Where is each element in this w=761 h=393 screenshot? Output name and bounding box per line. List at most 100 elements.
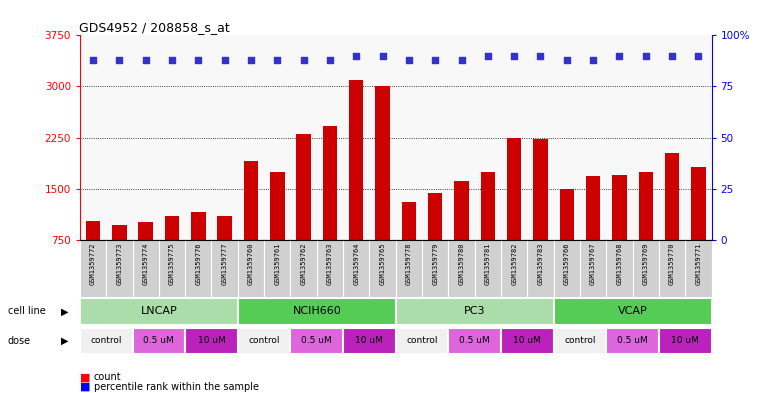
- Text: control: control: [564, 336, 596, 345]
- Text: GSM1359765: GSM1359765: [380, 242, 386, 285]
- Text: control: control: [406, 336, 438, 345]
- Point: [166, 57, 178, 63]
- Text: GSM1359774: GSM1359774: [143, 242, 148, 285]
- Bar: [402, 202, 416, 240]
- Point: [350, 53, 362, 59]
- Point: [561, 57, 573, 63]
- Text: PC3: PC3: [464, 307, 486, 316]
- Bar: [323, 126, 337, 240]
- Bar: [501, 328, 554, 354]
- Text: GSM1359773: GSM1359773: [116, 242, 123, 285]
- Bar: [86, 221, 100, 240]
- Text: NCIH660: NCIH660: [292, 307, 341, 316]
- Bar: [448, 328, 501, 354]
- Bar: [185, 328, 237, 354]
- Text: GSM1359770: GSM1359770: [669, 242, 675, 285]
- Text: count: count: [94, 372, 121, 382]
- Point: [113, 57, 126, 63]
- Point: [640, 53, 652, 59]
- Text: VCAP: VCAP: [618, 307, 648, 316]
- Text: GSM1359760: GSM1359760: [248, 242, 254, 285]
- Bar: [80, 328, 132, 354]
- Text: cell line: cell line: [8, 307, 46, 316]
- Point: [139, 57, 151, 63]
- Text: GSM1359768: GSM1359768: [616, 242, 622, 285]
- Bar: [375, 86, 390, 240]
- Point: [218, 57, 231, 63]
- Bar: [607, 328, 659, 354]
- Text: GSM1359778: GSM1359778: [406, 242, 412, 285]
- Text: GSM1359782: GSM1359782: [511, 242, 517, 285]
- Text: 10 uM: 10 uM: [355, 336, 384, 345]
- Point: [324, 57, 336, 63]
- Text: GSM1359767: GSM1359767: [590, 242, 596, 285]
- Bar: [396, 328, 448, 354]
- Text: 10 uM: 10 uM: [671, 336, 699, 345]
- Point: [534, 53, 546, 59]
- Bar: [291, 328, 343, 354]
- Bar: [296, 134, 310, 240]
- Point: [587, 57, 599, 63]
- Bar: [237, 298, 396, 325]
- Point: [482, 53, 494, 59]
- Point: [508, 53, 521, 59]
- Text: GSM1359761: GSM1359761: [274, 242, 280, 285]
- Text: GSM1359779: GSM1359779: [432, 242, 438, 285]
- Bar: [612, 175, 626, 240]
- Text: GSM1359772: GSM1359772: [90, 242, 96, 285]
- Text: 0.5 uM: 0.5 uM: [144, 336, 174, 345]
- Bar: [218, 216, 232, 240]
- Bar: [554, 298, 712, 325]
- Text: percentile rank within the sample: percentile rank within the sample: [94, 382, 259, 392]
- Bar: [270, 172, 285, 240]
- Bar: [349, 80, 364, 240]
- Text: GSM1359777: GSM1359777: [221, 242, 228, 285]
- Bar: [165, 216, 180, 240]
- Bar: [533, 139, 548, 240]
- Bar: [481, 172, 495, 240]
- Bar: [237, 328, 291, 354]
- Bar: [244, 162, 258, 240]
- Bar: [665, 153, 680, 240]
- Bar: [132, 328, 185, 354]
- Text: LNCAP: LNCAP: [141, 307, 177, 316]
- Bar: [80, 298, 238, 325]
- Bar: [691, 167, 705, 240]
- Point: [87, 57, 99, 63]
- Bar: [559, 189, 574, 240]
- Bar: [396, 298, 554, 325]
- Text: ■: ■: [80, 382, 91, 392]
- Text: GSM1359781: GSM1359781: [485, 242, 491, 285]
- Text: 0.5 uM: 0.5 uM: [617, 336, 648, 345]
- Point: [429, 57, 441, 63]
- Text: GSM1359776: GSM1359776: [196, 242, 202, 285]
- Bar: [112, 226, 126, 240]
- Bar: [638, 172, 653, 240]
- Point: [666, 53, 678, 59]
- Point: [298, 57, 310, 63]
- Bar: [454, 181, 469, 240]
- Bar: [343, 328, 396, 354]
- Text: 0.5 uM: 0.5 uM: [301, 336, 332, 345]
- Text: 0.5 uM: 0.5 uM: [460, 336, 490, 345]
- Text: GSM1359763: GSM1359763: [327, 242, 333, 285]
- Bar: [428, 193, 442, 240]
- Text: ▶: ▶: [61, 336, 68, 346]
- Text: GSM1359775: GSM1359775: [169, 242, 175, 285]
- Text: GSM1359766: GSM1359766: [564, 242, 570, 285]
- Point: [693, 53, 705, 59]
- Bar: [586, 176, 600, 240]
- Point: [403, 57, 415, 63]
- Point: [613, 53, 626, 59]
- Text: control: control: [248, 336, 280, 345]
- Point: [455, 57, 467, 63]
- Point: [271, 57, 283, 63]
- Bar: [191, 212, 205, 240]
- Bar: [554, 328, 607, 354]
- Bar: [659, 328, 712, 354]
- Text: GDS4952 / 208858_s_at: GDS4952 / 208858_s_at: [79, 21, 230, 34]
- Text: ▶: ▶: [61, 307, 68, 316]
- Point: [377, 53, 389, 59]
- Text: GSM1359780: GSM1359780: [459, 242, 464, 285]
- Text: control: control: [91, 336, 122, 345]
